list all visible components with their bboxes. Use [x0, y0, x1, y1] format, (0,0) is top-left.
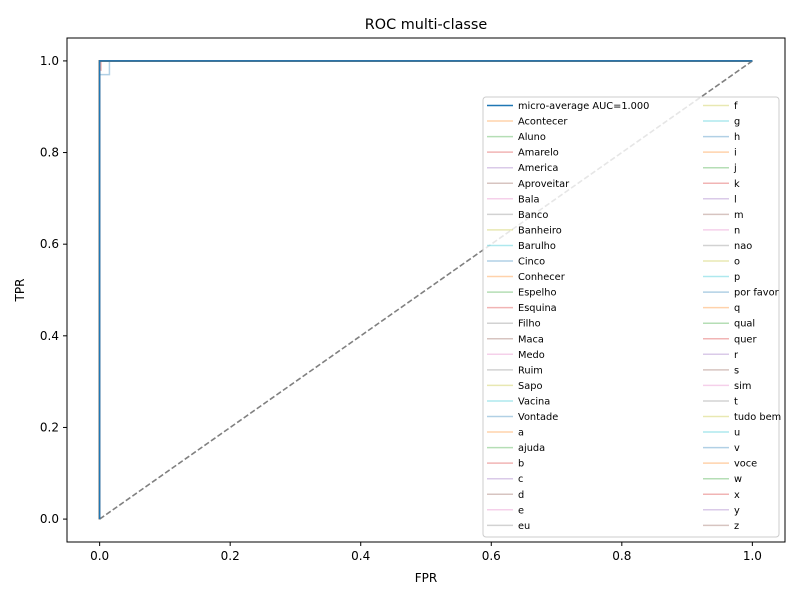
legend-label: v	[734, 443, 740, 454]
legend-label: c	[518, 474, 523, 485]
legend-label: x	[734, 490, 740, 501]
legend-label: micro-average AUC=1.000	[518, 101, 649, 112]
legend-label: g	[734, 117, 740, 128]
x-ticks: 0.0 0.2 0.4 0.6 0.8 1.0	[90, 542, 762, 563]
legend-label: Aproveitar	[518, 179, 570, 190]
x-tick-label: 0.6	[482, 549, 501, 563]
axes-frame	[66, 37, 786, 543]
chart-title: ROC multi-classe	[365, 17, 488, 33]
legend: micro-average AUC=1.000 Acontecer Aluno Ama…	[482, 96, 781, 538]
legend-label: Amarelo	[518, 148, 559, 159]
legend-label: y	[734, 505, 740, 516]
legend-label: Banheiro	[518, 225, 562, 236]
legend-label: por favor	[734, 288, 780, 299]
legend-label: r	[734, 350, 739, 361]
legend-label: qual	[734, 319, 755, 330]
legend-label: America	[518, 163, 558, 174]
legend-label: e	[518, 505, 524, 516]
legend-label: f	[734, 101, 738, 112]
legend-label: Conhecer	[518, 272, 566, 283]
y-tick-label: 0.8	[40, 146, 59, 160]
legend-label: w	[734, 474, 742, 485]
x-tick-label: 1.0	[743, 549, 762, 563]
legend-label: k	[734, 179, 740, 190]
legend-label: nao	[734, 241, 752, 252]
legend-label: o	[734, 257, 740, 268]
legend-label: Cinco	[518, 257, 545, 268]
roc-curve-micro-average	[98, 60, 753, 520]
legend-label: eu	[518, 521, 530, 532]
x-tick-label: 0.0	[90, 549, 109, 563]
legend-label: voce	[734, 459, 757, 470]
legend-label: b	[518, 459, 524, 470]
legend-label: Vacina	[518, 396, 550, 407]
legend-label: n	[734, 225, 740, 236]
legend-box	[482, 96, 780, 538]
x-tick-label: 0.2	[221, 549, 240, 563]
plot-lines	[98, 60, 753, 520]
y-tick-label: 0.0	[40, 512, 59, 526]
legend-label: m	[734, 210, 744, 221]
legend-label: d	[518, 490, 524, 501]
x-tick-label: 0.4	[351, 549, 370, 563]
legend-label: tudo bem	[734, 412, 781, 423]
legend-label: Medo	[518, 350, 545, 361]
legend-label: Acontecer	[518, 117, 568, 128]
y-tick-label: 0.6	[40, 237, 59, 251]
legend-label: Esquina	[518, 303, 557, 314]
y-tick-label: 0.2	[40, 420, 59, 434]
legend-label: Banco	[518, 210, 548, 221]
legend-label: sim	[734, 381, 751, 392]
legend-label: Espelho	[518, 288, 556, 299]
legend-label: Aluno	[518, 132, 546, 143]
y-ticks: 0.0 0.2 0.4 0.6 0.8 1.0	[40, 54, 67, 526]
legend-label: u	[734, 428, 740, 439]
legend-label: z	[734, 521, 739, 532]
y-tick-label: 1.0	[40, 54, 59, 68]
legend-label: t	[734, 396, 738, 407]
legend-label: s	[734, 365, 739, 376]
legend-label: h	[734, 132, 740, 143]
legend-label: j	[733, 163, 737, 174]
legend-label: a	[518, 428, 524, 439]
legend-label: Ruim	[518, 365, 543, 376]
legend-label: p	[734, 272, 740, 283]
legend-label: Barulho	[518, 241, 556, 252]
legend-label: Filho	[518, 319, 541, 330]
legend-label: l	[734, 194, 737, 205]
legend-label: i	[734, 148, 737, 159]
legend-label: Vontade	[518, 412, 558, 423]
legend-label: Bala	[518, 194, 539, 205]
x-axis-label: FPR	[415, 571, 437, 585]
y-tick-label: 0.4	[40, 329, 59, 343]
legend-label: Sapo	[518, 381, 542, 392]
x-tick-label: 0.8	[612, 549, 631, 563]
legend-label: ajuda	[518, 443, 545, 454]
legend-label: q	[734, 303, 740, 314]
legend-label: Maca	[518, 334, 544, 345]
y-axis-label: TPR	[13, 279, 27, 303]
legend-label: quer	[734, 334, 757, 345]
